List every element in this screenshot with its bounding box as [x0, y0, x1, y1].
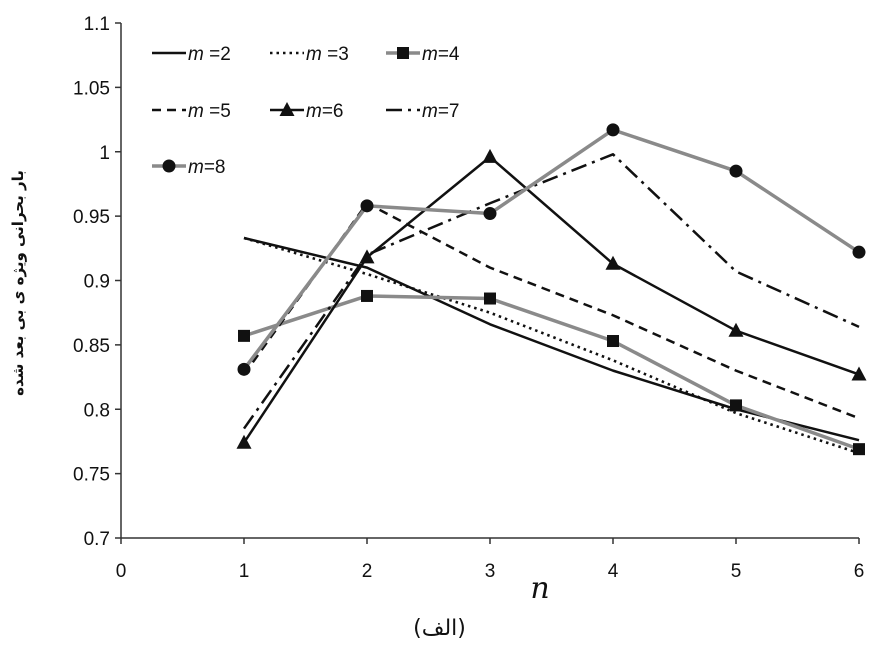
- x-tick-label: 5: [731, 561, 742, 582]
- legend-entry: m =2: [152, 44, 231, 65]
- series-5: [236, 148, 867, 449]
- series-line: [243, 236, 860, 455]
- legend-entry: m=7: [386, 101, 460, 122]
- series-line: [242, 153, 860, 430]
- data-point: [482, 148, 498, 163]
- x-axis-label: n: [530, 571, 549, 606]
- series-line: [242, 202, 860, 420]
- legend-label: m =3: [306, 44, 349, 65]
- data-point: [483, 207, 497, 221]
- y-tick-label: 1.1: [84, 14, 110, 35]
- legend-label: m=8: [188, 157, 226, 178]
- series-1: [243, 236, 860, 442]
- series-6: [242, 153, 860, 430]
- y-tick-label: 0.8: [84, 400, 110, 421]
- x-tick-label: 1: [239, 561, 250, 582]
- y-tick-label: 0.75: [73, 465, 110, 486]
- y-tick-label: 0.85: [73, 336, 110, 357]
- series-line: [242, 155, 860, 444]
- data-point: [605, 255, 621, 270]
- legend-label: m =5: [188, 101, 231, 122]
- data-point: [237, 362, 251, 376]
- data-point: [730, 399, 742, 412]
- legend-marker: [162, 159, 176, 173]
- series-line: [242, 128, 860, 371]
- x-tick-label: 3: [485, 561, 496, 582]
- series-line: [243, 236, 860, 442]
- data-point: [359, 249, 375, 264]
- legend-label: m =2: [188, 44, 231, 65]
- series-layer: [236, 123, 867, 456]
- legend-label: m=4: [422, 44, 460, 65]
- legend-marker: [279, 102, 295, 116]
- x-tick-label: 0: [116, 561, 127, 582]
- legend-entry: m=4: [386, 44, 460, 65]
- data-point: [236, 434, 252, 449]
- y-tick-label: 1.05: [73, 78, 110, 99]
- data-point: [360, 199, 374, 213]
- legend-entry: m =3: [270, 44, 349, 65]
- x-tick-label: 6: [854, 561, 865, 582]
- legend-label: m=7: [422, 101, 460, 122]
- data-point: [238, 329, 250, 342]
- data-point: [728, 322, 744, 337]
- axes: 0.7 0.75 0.8 0.85 0.9 0.95 1 1.05 1.1 0 1 2 3 4 5 6: [73, 14, 864, 582]
- y-tick-label: 0.9: [84, 272, 110, 293]
- legend-label: m=6: [306, 101, 344, 122]
- legend: m =2 m =3 m=4 m =5 m=6 m=7 m=8: [152, 44, 460, 178]
- data-point: [607, 335, 619, 348]
- y-axis-label: بار بحرانی ویژه ی بی بعد شده: [9, 170, 27, 396]
- legend-entry: m=6: [270, 101, 344, 122]
- y-tick-label: 0.7: [84, 529, 110, 550]
- legend-marker: [397, 47, 409, 59]
- data-point: [853, 443, 865, 456]
- data-point: [852, 245, 866, 259]
- legend-entry: m=8: [152, 157, 226, 178]
- series-2: [243, 236, 860, 455]
- series-line: [243, 294, 860, 451]
- x-tick-label: 4: [608, 561, 619, 582]
- x-tick-label: 2: [362, 561, 373, 582]
- series-4: [242, 202, 860, 420]
- data-point: [606, 123, 620, 137]
- figure-caption: (الف): [413, 616, 466, 641]
- y-tick-label: 1: [99, 143, 110, 164]
- data-point: [361, 289, 373, 302]
- data-point: [484, 292, 496, 305]
- y-tick-label: 0.95: [73, 207, 110, 228]
- data-point: [851, 366, 867, 381]
- data-point: [729, 164, 743, 178]
- legend-entry: m =5: [152, 101, 231, 122]
- series-3: [238, 289, 865, 456]
- series-7: [237, 123, 866, 376]
